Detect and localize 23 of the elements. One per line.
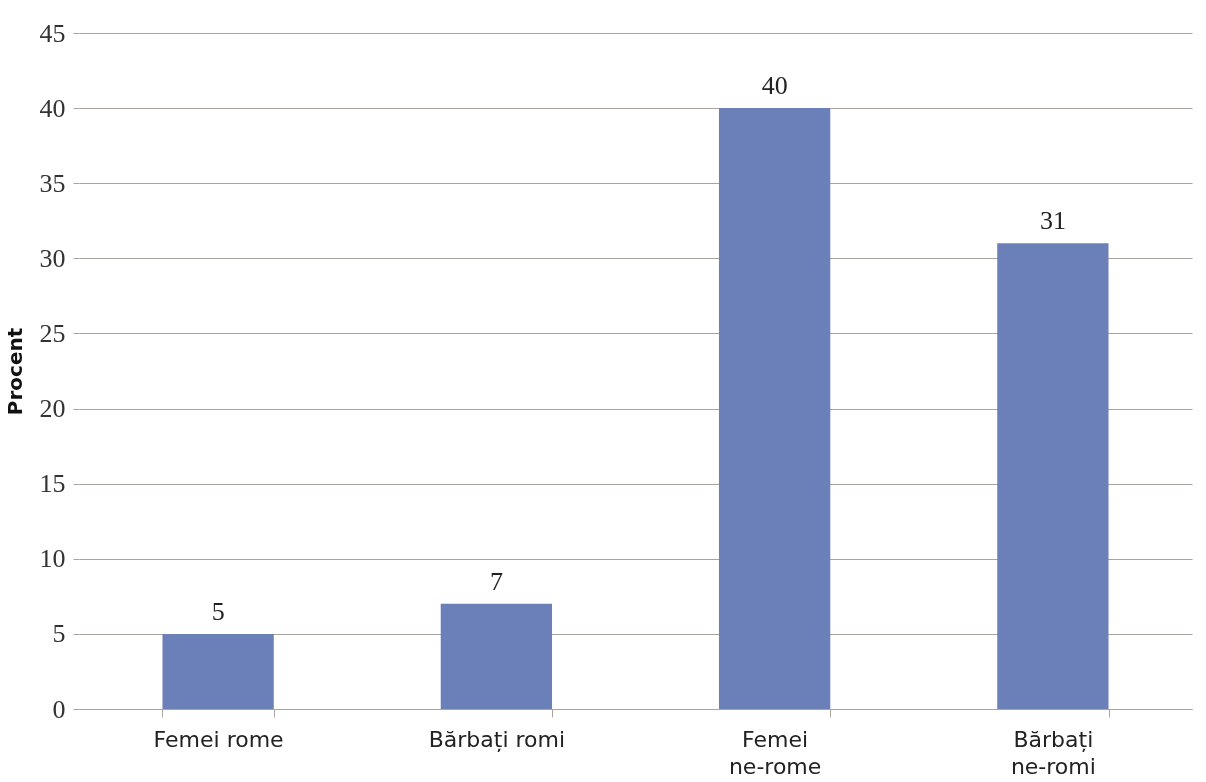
x-tick-label: Femei rome [153,726,284,752]
bar [162,633,274,709]
bar [997,243,1109,709]
x-tick-label: Bărbați romi [428,726,566,752]
y-tick-label: 5 [52,619,66,649]
y-tick-label: 25 [39,318,66,348]
x-tick-label: Bărbați ne-romi [1010,726,1096,779]
y-tick-label: 0 [52,694,66,724]
y-tick-label: 20 [39,394,66,424]
y-tick-label: 10 [39,544,66,574]
data-label: 5 [211,596,225,626]
bar [440,603,553,709]
y-tick-label: 40 [39,93,66,123]
y-tick-label: 30 [39,243,66,273]
y-tick-label: 35 [39,168,66,198]
data-label: 31 [1039,206,1066,236]
data-label: 40 [761,71,788,101]
bar [718,108,831,709]
x-tick-label: Femei ne-rome [728,726,822,779]
y-tick-label: 15 [39,469,66,499]
y-tick-label: 45 [39,18,66,48]
y-axis-title: Procent [2,327,27,416]
data-label: 7 [489,566,503,596]
